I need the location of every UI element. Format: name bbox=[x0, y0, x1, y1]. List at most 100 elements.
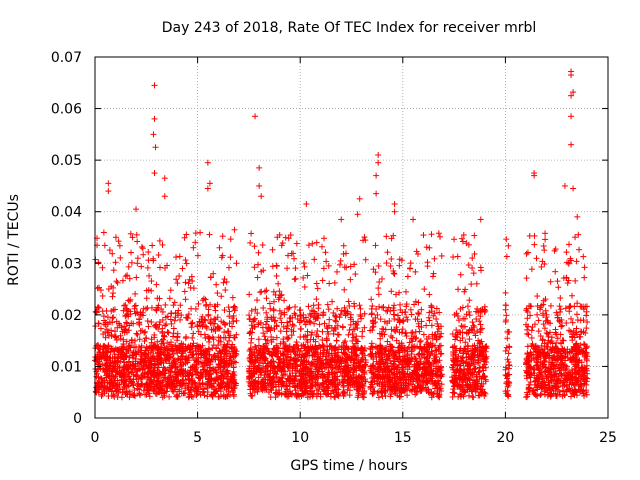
data-point bbox=[340, 242, 347, 249]
x-axis-label: GPS time / hours bbox=[290, 458, 407, 474]
data-point bbox=[144, 264, 151, 271]
data-point bbox=[229, 294, 236, 301]
data-point bbox=[557, 295, 564, 302]
data-point bbox=[99, 264, 106, 271]
data-point bbox=[572, 277, 579, 284]
data-point bbox=[161, 392, 168, 399]
data-point bbox=[230, 318, 237, 325]
data-point bbox=[158, 390, 165, 397]
data-point bbox=[164, 385, 171, 392]
data-point bbox=[314, 285, 321, 292]
data-point bbox=[209, 392, 216, 399]
data-point bbox=[471, 232, 478, 239]
data-point bbox=[110, 392, 117, 399]
data-point bbox=[391, 200, 398, 207]
data-point bbox=[128, 259, 135, 266]
data-point bbox=[188, 348, 195, 355]
data-point bbox=[273, 272, 280, 279]
data-point bbox=[166, 393, 173, 400]
data-point bbox=[164, 328, 171, 335]
data-point bbox=[183, 231, 190, 238]
data-point bbox=[161, 175, 168, 182]
data-point bbox=[170, 333, 177, 340]
data-point bbox=[129, 369, 136, 376]
data-point bbox=[222, 287, 229, 294]
data-point bbox=[323, 258, 330, 265]
data-point bbox=[218, 318, 225, 325]
data-point bbox=[113, 278, 120, 285]
data-point bbox=[186, 372, 193, 379]
data-point bbox=[163, 321, 170, 328]
data-point bbox=[368, 296, 375, 303]
data-point bbox=[568, 292, 575, 299]
data-point bbox=[162, 301, 169, 308]
data-point bbox=[477, 321, 484, 328]
data-point bbox=[148, 304, 155, 311]
data-point bbox=[557, 331, 564, 338]
data-point bbox=[574, 317, 581, 324]
data-point bbox=[354, 211, 361, 218]
data-point bbox=[105, 286, 112, 293]
data-point bbox=[178, 350, 185, 357]
data-point bbox=[115, 238, 122, 245]
data-point bbox=[410, 216, 417, 223]
data-point bbox=[109, 315, 116, 322]
data-point bbox=[343, 264, 350, 271]
data-point bbox=[368, 340, 375, 347]
data-point bbox=[580, 253, 587, 260]
data-point bbox=[269, 263, 276, 270]
data-point bbox=[110, 290, 117, 297]
data-point bbox=[185, 394, 192, 401]
data-point bbox=[502, 302, 509, 309]
data-point bbox=[426, 244, 433, 251]
data-point bbox=[311, 256, 318, 263]
data-point bbox=[402, 288, 409, 295]
data-point bbox=[188, 324, 195, 331]
data-point bbox=[202, 302, 209, 309]
data-point bbox=[117, 254, 124, 261]
data-point bbox=[407, 306, 414, 313]
data-point bbox=[216, 325, 223, 332]
data-point bbox=[297, 334, 304, 341]
data-point bbox=[162, 367, 169, 374]
data-point bbox=[171, 317, 178, 324]
data-point bbox=[137, 366, 144, 373]
data-point bbox=[362, 256, 369, 263]
data-point bbox=[132, 393, 139, 400]
data-point bbox=[478, 267, 485, 274]
data-point bbox=[314, 328, 321, 335]
data-point bbox=[357, 311, 364, 318]
data-point bbox=[338, 216, 345, 223]
data-point bbox=[303, 200, 310, 207]
data-point bbox=[193, 392, 200, 399]
data-point bbox=[134, 331, 141, 338]
data-point bbox=[297, 326, 304, 333]
data-point bbox=[375, 151, 382, 158]
data-point bbox=[111, 353, 118, 360]
data-point bbox=[554, 278, 561, 285]
data-point bbox=[566, 241, 573, 248]
data-point bbox=[177, 302, 184, 309]
data-point bbox=[182, 296, 189, 303]
data-point bbox=[339, 323, 346, 330]
data-point bbox=[233, 260, 240, 267]
data-point bbox=[318, 243, 325, 250]
data-point bbox=[125, 263, 132, 270]
data-point bbox=[574, 213, 581, 220]
data-point bbox=[538, 263, 545, 270]
data-point bbox=[404, 273, 411, 280]
data-point bbox=[326, 280, 333, 287]
data-point bbox=[352, 271, 359, 278]
data-point bbox=[92, 308, 99, 315]
data-point bbox=[156, 264, 163, 271]
data-point bbox=[138, 342, 145, 349]
data-point bbox=[202, 334, 209, 341]
data-point bbox=[263, 287, 270, 294]
data-point bbox=[260, 304, 267, 311]
data-point bbox=[149, 242, 156, 249]
data-point bbox=[105, 188, 112, 195]
data-point bbox=[534, 311, 541, 318]
data-point bbox=[528, 327, 535, 334]
data-point bbox=[375, 285, 382, 292]
data-point bbox=[568, 113, 575, 120]
